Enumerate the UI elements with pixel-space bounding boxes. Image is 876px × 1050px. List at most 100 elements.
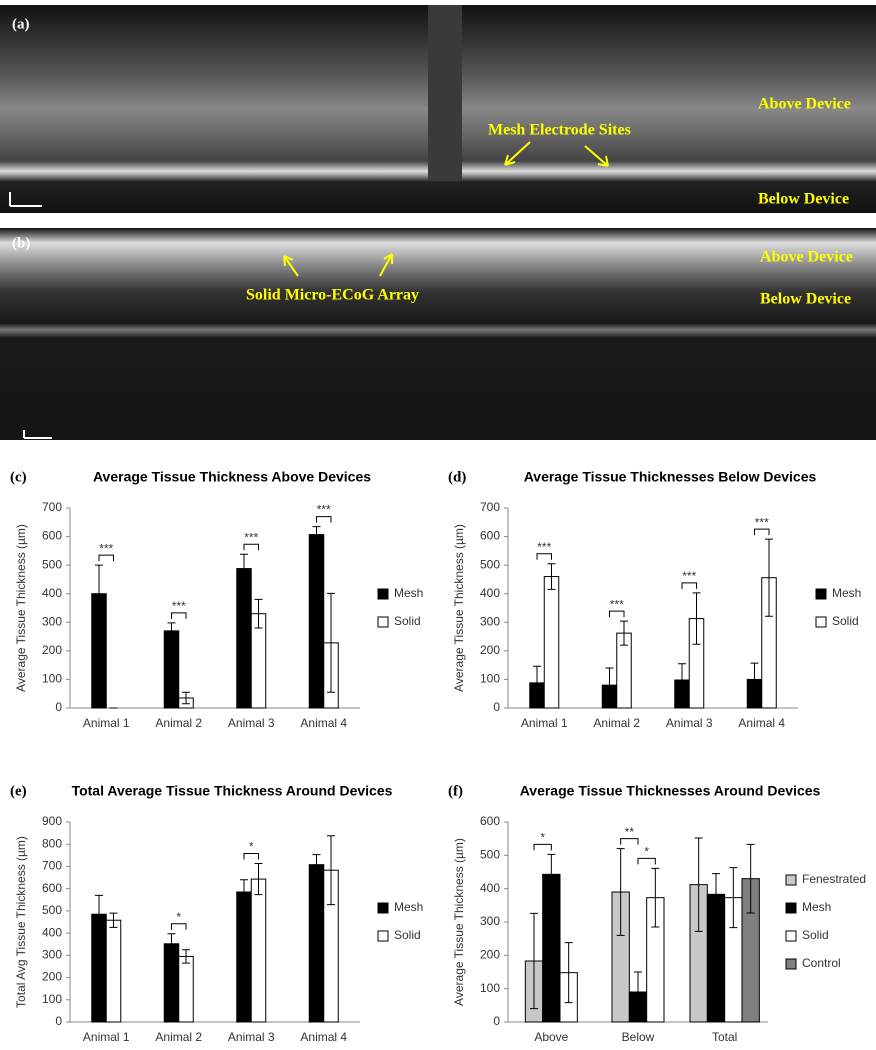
error-bar <box>533 665 541 700</box>
y-tick-label: 200 <box>480 948 500 962</box>
error-bar <box>547 563 556 590</box>
significance-bracket <box>243 853 259 860</box>
legend-swatch <box>377 588 389 600</box>
arrow <box>584 145 609 167</box>
error-bar <box>746 843 755 914</box>
panel-label: (a) <box>12 16 30 32</box>
x-tick-label: Animal 2 <box>155 1030 202 1044</box>
legend-swatch <box>377 930 389 942</box>
error-bar <box>651 867 660 928</box>
significance-label: * <box>249 840 254 854</box>
chart-title: Average Tissue Thicknesses Around Device… <box>520 783 821 799</box>
error-bar <box>634 971 642 1013</box>
x-tick-label: Animal 4 <box>738 716 785 730</box>
error-bar <box>547 853 556 895</box>
y-tick-label: 300 <box>480 914 500 928</box>
chart-title: Total Average Tissue Thickness Around De… <box>72 783 393 799</box>
panel-label: (f) <box>448 783 463 799</box>
x-tick-label: Animal 2 <box>593 716 640 730</box>
error-bar <box>167 622 176 640</box>
y-tick-label: 500 <box>42 903 62 917</box>
significance-bracket <box>609 610 625 618</box>
significance-label: *** <box>172 599 186 613</box>
bar <box>236 891 252 1023</box>
error-bar <box>712 873 720 916</box>
error-bar <box>240 553 248 584</box>
y-tick-label: 600 <box>480 529 500 543</box>
x-tick-label: Animal 3 <box>666 716 713 730</box>
significance-bracket <box>533 843 552 851</box>
error-bar <box>620 620 628 646</box>
error-bar <box>254 598 263 629</box>
significance-label: *** <box>682 569 696 583</box>
error-bar <box>312 526 321 544</box>
legend-label: Mesh <box>394 900 423 914</box>
error-bar <box>750 662 759 697</box>
arrow <box>504 141 531 166</box>
significance-bracket <box>536 553 552 560</box>
legend-swatch <box>377 616 389 628</box>
significance-label: *** <box>99 541 113 555</box>
legend-swatch <box>785 902 797 914</box>
y-tick-label: 400 <box>42 925 62 939</box>
significance-label: ** <box>625 825 635 839</box>
error-bar <box>530 912 538 1010</box>
y-tick-label: 400 <box>480 881 500 895</box>
bar <box>236 568 252 709</box>
y-axis-label: Total Avg Tissue Thickness (µm) <box>14 836 28 1008</box>
image-b: (b) Solid Micro-ECoG Array Above Device … <box>0 228 876 440</box>
x-tick-label: Animal 3 <box>228 716 275 730</box>
legend-label: Control <box>802 956 841 970</box>
error-bar <box>254 863 263 896</box>
panel-label: (d) <box>448 469 466 485</box>
y-tick-label: 300 <box>42 614 62 628</box>
y-tick-label: 600 <box>42 529 62 543</box>
legend-label: Mesh <box>802 900 831 914</box>
y-tick-label: 600 <box>42 881 62 895</box>
bar <box>163 943 180 1023</box>
significance-bracket <box>754 528 770 536</box>
annotation: Below Device <box>760 291 851 308</box>
bar <box>105 919 122 1023</box>
y-tick-label: 400 <box>480 586 500 600</box>
error-bar <box>312 854 321 876</box>
annotation: Below Device <box>758 191 849 208</box>
x-tick-label: Animal 1 <box>521 716 568 730</box>
significance-bracket <box>171 923 187 930</box>
legend-label: Solid <box>832 614 859 628</box>
error-bar <box>692 592 701 645</box>
significance-label: *** <box>317 503 331 517</box>
bar <box>250 878 267 1023</box>
bar <box>542 873 561 1023</box>
scan-artifact <box>428 5 462 180</box>
significance-bracket <box>171 612 187 619</box>
arrow <box>283 255 299 277</box>
error-bar <box>327 592 335 693</box>
y-tick-label: 100 <box>480 981 500 995</box>
error-bar <box>564 942 573 1004</box>
legend-swatch <box>377 902 389 914</box>
x-tick-label: Animal 4 <box>300 716 347 730</box>
y-tick-label: 800 <box>42 836 62 850</box>
x-tick-label: Animal 1 <box>83 716 130 730</box>
error-bar <box>765 538 773 617</box>
y-tick-label: 0 <box>493 1014 500 1028</box>
legend-label: Mesh <box>394 586 423 600</box>
error-bar <box>678 663 686 697</box>
x-tick-label: Above <box>534 1030 568 1044</box>
y-axis-label: Average Tissue Thickness (µm) <box>14 524 28 692</box>
legend-swatch <box>785 874 797 886</box>
y-tick-label: 200 <box>42 970 62 984</box>
significance-bracket <box>620 838 639 845</box>
legend-swatch <box>785 930 797 942</box>
oct-scan <box>0 228 876 440</box>
arrow <box>379 253 393 277</box>
y-tick-label: 900 <box>42 814 62 828</box>
significance-label: *** <box>610 597 624 611</box>
error-bar <box>327 835 335 906</box>
y-tick-label: 0 <box>55 1014 62 1028</box>
y-tick-label: 100 <box>42 672 62 686</box>
y-tick-label: 600 <box>480 814 500 828</box>
legend-label: Mesh <box>832 586 861 600</box>
